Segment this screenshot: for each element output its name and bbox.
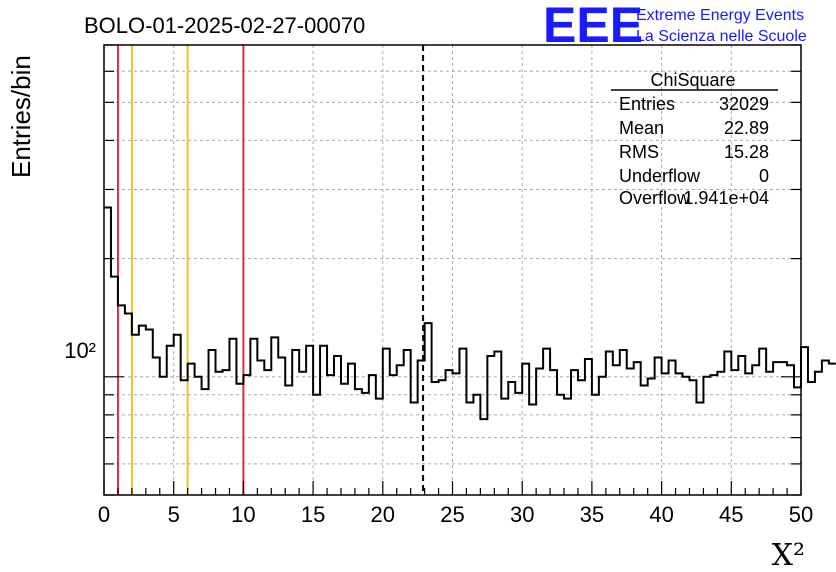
axis-ticks bbox=[103, 44, 802, 496]
stats-box: ChiSquare Entries 32029 Mean 22.89 RMS 1… bbox=[611, 70, 778, 208]
stats-rms-label: RMS bbox=[619, 142, 659, 162]
stats-name: ChiSquare bbox=[650, 70, 735, 90]
stats-entries-value: 32029 bbox=[719, 94, 769, 114]
branding-line-2: La Scienza nelle Scuole bbox=[636, 28, 807, 45]
x-tick-label: 35 bbox=[580, 502, 604, 527]
stats-overflow-label: Overflow bbox=[619, 188, 691, 208]
x-tick-label: 0 bbox=[98, 502, 110, 527]
x-tick-label: 40 bbox=[649, 502, 673, 527]
stats-entries-label: Entries bbox=[619, 94, 675, 114]
x-tick-label: 15 bbox=[301, 502, 325, 527]
stats-underflow-value: 0 bbox=[759, 166, 769, 186]
eee-logo: EEE bbox=[543, 0, 643, 53]
x-tick-label: 50 bbox=[789, 502, 813, 527]
x-tick-label: 25 bbox=[440, 502, 464, 527]
x-tick-label: 20 bbox=[371, 502, 395, 527]
x-tick-label: 5 bbox=[168, 502, 180, 527]
reference-lines bbox=[116, 45, 425, 495]
x-tick-label: 45 bbox=[719, 502, 743, 527]
x-tick-label: 10 bbox=[231, 502, 255, 527]
stats-mean-label: Mean bbox=[619, 118, 664, 138]
y-tick-label: 10² bbox=[64, 338, 96, 363]
chart-title: BOLO-01-2025-02-27-00070 bbox=[84, 13, 365, 38]
stats-overflow-value: 1.941e+04 bbox=[683, 188, 769, 208]
y-axis-title: Entries/bin bbox=[6, 55, 36, 178]
stats-rms-value: 15.28 bbox=[724, 142, 769, 162]
x-axis-title: X² bbox=[772, 538, 805, 572]
x-tick-labels: 0 5 10 15 20 25 30 35 40 45 50 bbox=[98, 502, 813, 527]
branding-line-1: Extreme Energy Events bbox=[636, 7, 804, 24]
grid-lines bbox=[104, 44, 801, 496]
histogram-series bbox=[104, 206, 836, 421]
stats-underflow-label: Underflow bbox=[619, 166, 701, 186]
plot-frame bbox=[103, 44, 802, 496]
stats-mean-value: 22.89 bbox=[724, 118, 769, 138]
x-tick-label: 30 bbox=[510, 502, 534, 527]
